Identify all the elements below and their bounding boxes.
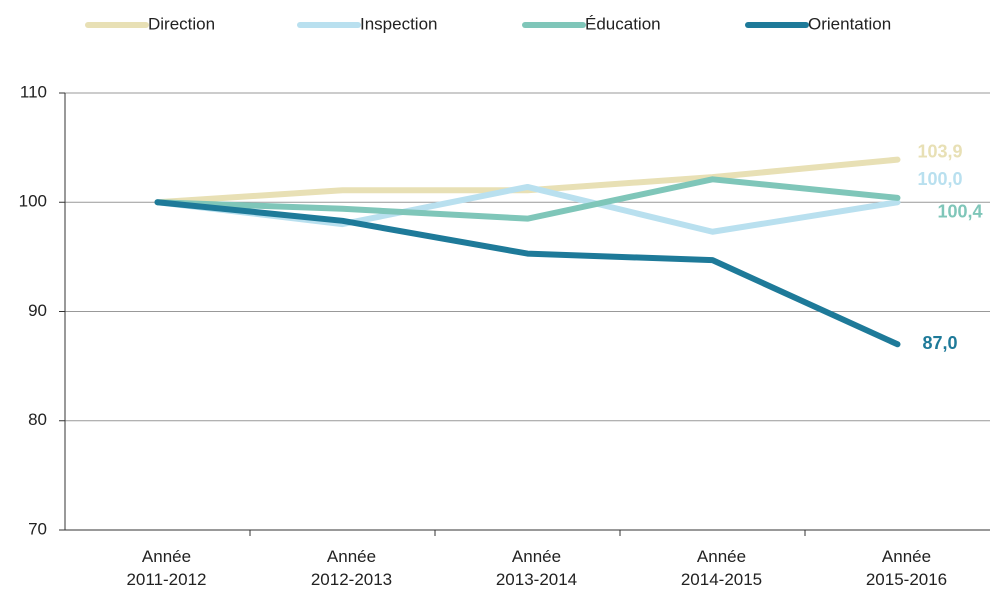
legend-label: Inspection (360, 14, 438, 33)
y-tick-label: 110 (20, 82, 47, 101)
series-line (154, 176, 901, 222)
x-tick-label: Année 2011-2012 (126, 547, 206, 589)
x-tick-label-line: 2013-2014 (496, 570, 577, 589)
value-label: 100,0 (918, 169, 963, 189)
legend-label: Direction (148, 14, 215, 33)
x-tick-label: Année 2013-2014 (496, 547, 577, 589)
legend-label: Éducation (585, 14, 661, 33)
x-tick-label: Année 2015-2016 (866, 547, 947, 589)
x-tick-label-line: 2015-2016 (866, 570, 947, 589)
x-tick-label: Année 2012-2013 (311, 547, 392, 589)
series-line (154, 156, 901, 206)
legend-label: Orientation (808, 14, 891, 33)
x-tick-label-line: Année (512, 547, 561, 566)
x-tick-label-line: Année (882, 547, 931, 566)
y-tick-label: 90 (28, 301, 47, 320)
y-tick-label: 80 (28, 410, 47, 429)
x-tick-label-line: Année (327, 547, 376, 566)
x-tick-label-line: 2014-2015 (681, 570, 762, 589)
x-tick-label: Année 2014-2015 (681, 547, 762, 589)
value-label: 103,9 (918, 141, 963, 161)
y-tick-label: 70 (28, 519, 47, 538)
x-tick-label-line: 2011-2012 (126, 570, 206, 589)
value-label: 87,0 (923, 333, 958, 353)
y-tick-label: 100 (19, 192, 47, 211)
x-tick-label-line: Année (142, 547, 191, 566)
x-tick-label-line: Année (697, 547, 746, 566)
x-tick-label-line: 2012-2013 (311, 570, 392, 589)
value-label: 100,4 (938, 202, 983, 222)
series-line (154, 199, 901, 348)
